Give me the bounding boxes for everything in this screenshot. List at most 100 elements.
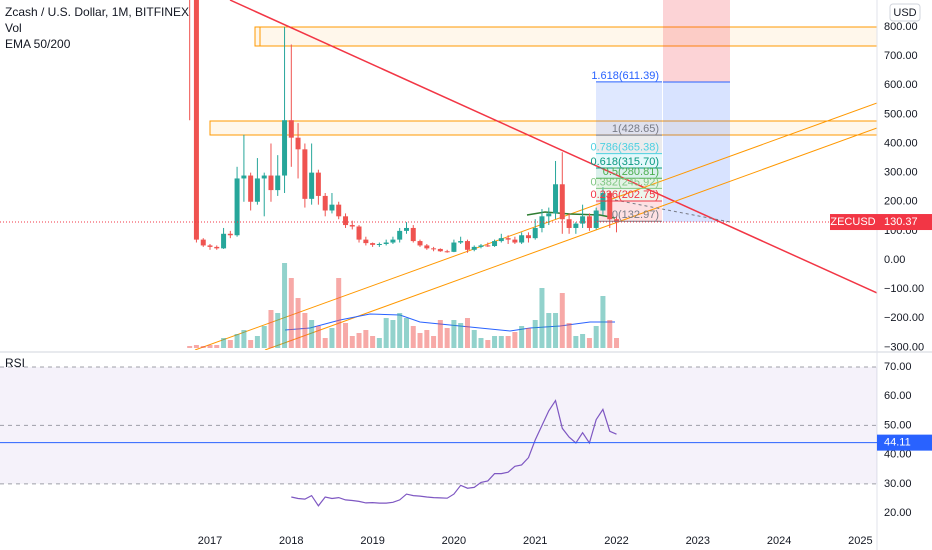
volume-bar — [309, 320, 315, 348]
volume-bar — [315, 326, 321, 348]
candle-body — [214, 246, 220, 249]
candle-body — [607, 193, 613, 220]
volume-bar — [397, 313, 403, 348]
volume-bar — [404, 318, 410, 348]
candle-body — [261, 175, 267, 179]
x-tick-label: 2018 — [279, 535, 303, 547]
rsi-current-label: 44.11 — [884, 437, 911, 449]
volume-bar — [221, 338, 227, 348]
trend-line — [194, 102, 877, 350]
candle-body — [343, 216, 349, 226]
volume-bar — [505, 336, 511, 348]
candle-body — [437, 248, 443, 252]
y-tick-label: 400.00 — [884, 137, 918, 149]
fib-label: 0.5(280.81) — [603, 166, 659, 178]
indicator-label: Vol — [5, 21, 22, 35]
volume-bar — [512, 332, 518, 348]
fib-zone — [596, 178, 662, 189]
candle-body — [492, 241, 498, 247]
symbol-label: ZECUSD — [830, 216, 875, 228]
volume-bar — [390, 320, 396, 348]
candle-body — [363, 239, 369, 244]
candle-body — [329, 204, 335, 211]
candle-body — [512, 239, 518, 243]
candle-body — [444, 251, 450, 253]
y-tick-label: 0.00 — [884, 254, 905, 266]
y-tick-label: −200.00 — [884, 312, 924, 324]
fib-zone — [596, 168, 662, 179]
candle-body — [580, 216, 586, 224]
volume-bar — [282, 263, 288, 348]
rsi-tick-label: 70.00 — [884, 361, 912, 373]
volume-bar — [546, 313, 552, 348]
candle-body — [309, 172, 315, 199]
volume-bar — [329, 328, 335, 348]
candle-body — [586, 216, 592, 228]
fib-label: 0.786(365.38) — [591, 141, 660, 153]
candle-body — [315, 172, 321, 196]
rsi-current-box — [877, 434, 932, 451]
candle-body — [614, 219, 620, 223]
volume-bar — [532, 320, 538, 348]
volume-bar — [234, 334, 240, 348]
candle-body — [573, 223, 579, 228]
candle-body — [227, 233, 233, 236]
volume-bar — [214, 345, 220, 348]
volume-bar — [227, 340, 233, 348]
volume-bar — [451, 320, 457, 348]
volume-bar — [539, 288, 545, 348]
fib-label: 0.618(315.70) — [591, 156, 660, 168]
candle-body — [234, 178, 240, 236]
volume-bar — [437, 320, 443, 348]
volume-bar — [566, 323, 572, 348]
volume-bar — [600, 296, 606, 348]
candle-body — [349, 225, 355, 227]
volume-bar — [207, 345, 213, 348]
candle-body — [539, 216, 545, 228]
volume-bar — [458, 323, 464, 348]
zone-box — [209, 120, 878, 136]
y-tick-label: 500.00 — [884, 108, 918, 120]
candle-body — [404, 227, 410, 231]
x-tick-label: 2024 — [767, 535, 791, 547]
volume-bar — [593, 326, 599, 348]
candle-body — [397, 230, 403, 240]
currency-box[interactable] — [889, 3, 921, 22]
x-tick-label: 2022 — [604, 535, 628, 547]
rsi-tick-label: 50.00 — [884, 419, 912, 431]
candle-body — [282, 120, 288, 176]
volume-bar — [444, 328, 450, 348]
volume-bar — [471, 330, 477, 348]
candle-body — [600, 193, 606, 211]
candle-body — [322, 195, 328, 211]
currency: USD — [893, 7, 916, 19]
fib-zone — [596, 81, 662, 136]
y-tick-label: 700.00 — [884, 50, 918, 62]
candle-body — [193, 0, 199, 240]
candle-body — [532, 227, 538, 239]
chart-title: Zcash / U.S. Dollar, 1M, BITFINEX — [5, 5, 189, 19]
volume-bar — [559, 293, 565, 348]
volume-bar — [336, 278, 342, 348]
candle-body — [241, 175, 247, 179]
fib-trend — [614, 199, 731, 223]
candle-body — [207, 245, 213, 247]
candle-body — [464, 241, 470, 250]
candle-body — [546, 213, 552, 217]
candle-body — [248, 175, 254, 202]
fib-label: 0(132.97) — [612, 209, 659, 221]
volume-bar — [607, 320, 613, 348]
volume-bar — [431, 336, 437, 348]
candle-body — [356, 226, 362, 240]
candle-body — [566, 219, 572, 228]
volume-bar — [356, 333, 362, 348]
volume-bar — [525, 328, 531, 348]
fib-zone — [596, 188, 662, 201]
candle-body — [417, 241, 423, 246]
candle-body — [451, 242, 457, 252]
candle-body — [410, 227, 416, 242]
candle-body — [525, 235, 531, 239]
volume-bar — [200, 346, 206, 348]
volume-bar — [322, 338, 328, 348]
